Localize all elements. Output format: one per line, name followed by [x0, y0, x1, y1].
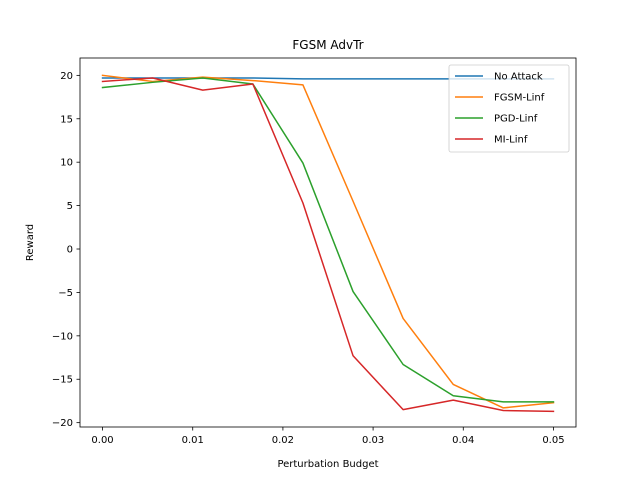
- x-tick-label: 0.04: [452, 435, 474, 446]
- y-tick-label: 10: [60, 158, 73, 169]
- chart-title: FGSM AdvTr: [292, 38, 363, 52]
- plot-frame: [79, 57, 577, 428]
- x-tick-label: 0.02: [272, 435, 294, 446]
- series-line-pgd-linf: [101, 77, 555, 403]
- y-axis-label: Reward: [25, 224, 36, 261]
- y-tick-label: −10: [52, 331, 73, 342]
- legend: No Attack FGSM-Linf PGD-Linf MI-Linf: [448, 64, 570, 153]
- y-tick-label: 15: [60, 114, 73, 125]
- x-tick-label: 0.03: [362, 435, 384, 446]
- legend-label: PGD-Linf: [494, 114, 538, 125]
- x-axis-label: Perturbation Budget: [277, 459, 378, 470]
- y-tick-label: 0: [67, 245, 73, 256]
- y-tick-label: −5: [58, 288, 73, 299]
- y-tick-label: −20: [52, 418, 73, 429]
- y-tick-label: −15: [52, 375, 73, 386]
- legend-box: [448, 64, 570, 153]
- y-tick-label: 20: [60, 71, 73, 82]
- x-tick-label: 0.01: [182, 435, 204, 446]
- legend-label: No Attack: [494, 72, 543, 83]
- x-tick-label: 0.05: [542, 435, 564, 446]
- series-line-mi-linf: [101, 77, 555, 413]
- y-axis: 20 15 10 5 0 −5 −10 −15 −20: [52, 71, 80, 429]
- y-tick-label: 5: [67, 201, 73, 212]
- x-tick-label: 0.00: [91, 435, 113, 446]
- series-line-fgsm-linf: [101, 74, 555, 409]
- legend-label: MI-Linf: [494, 135, 528, 146]
- x-axis: 0.00 0.01 0.02 0.03 0.04 0.05: [91, 427, 565, 446]
- legend-label: FGSM-Linf: [494, 93, 545, 104]
